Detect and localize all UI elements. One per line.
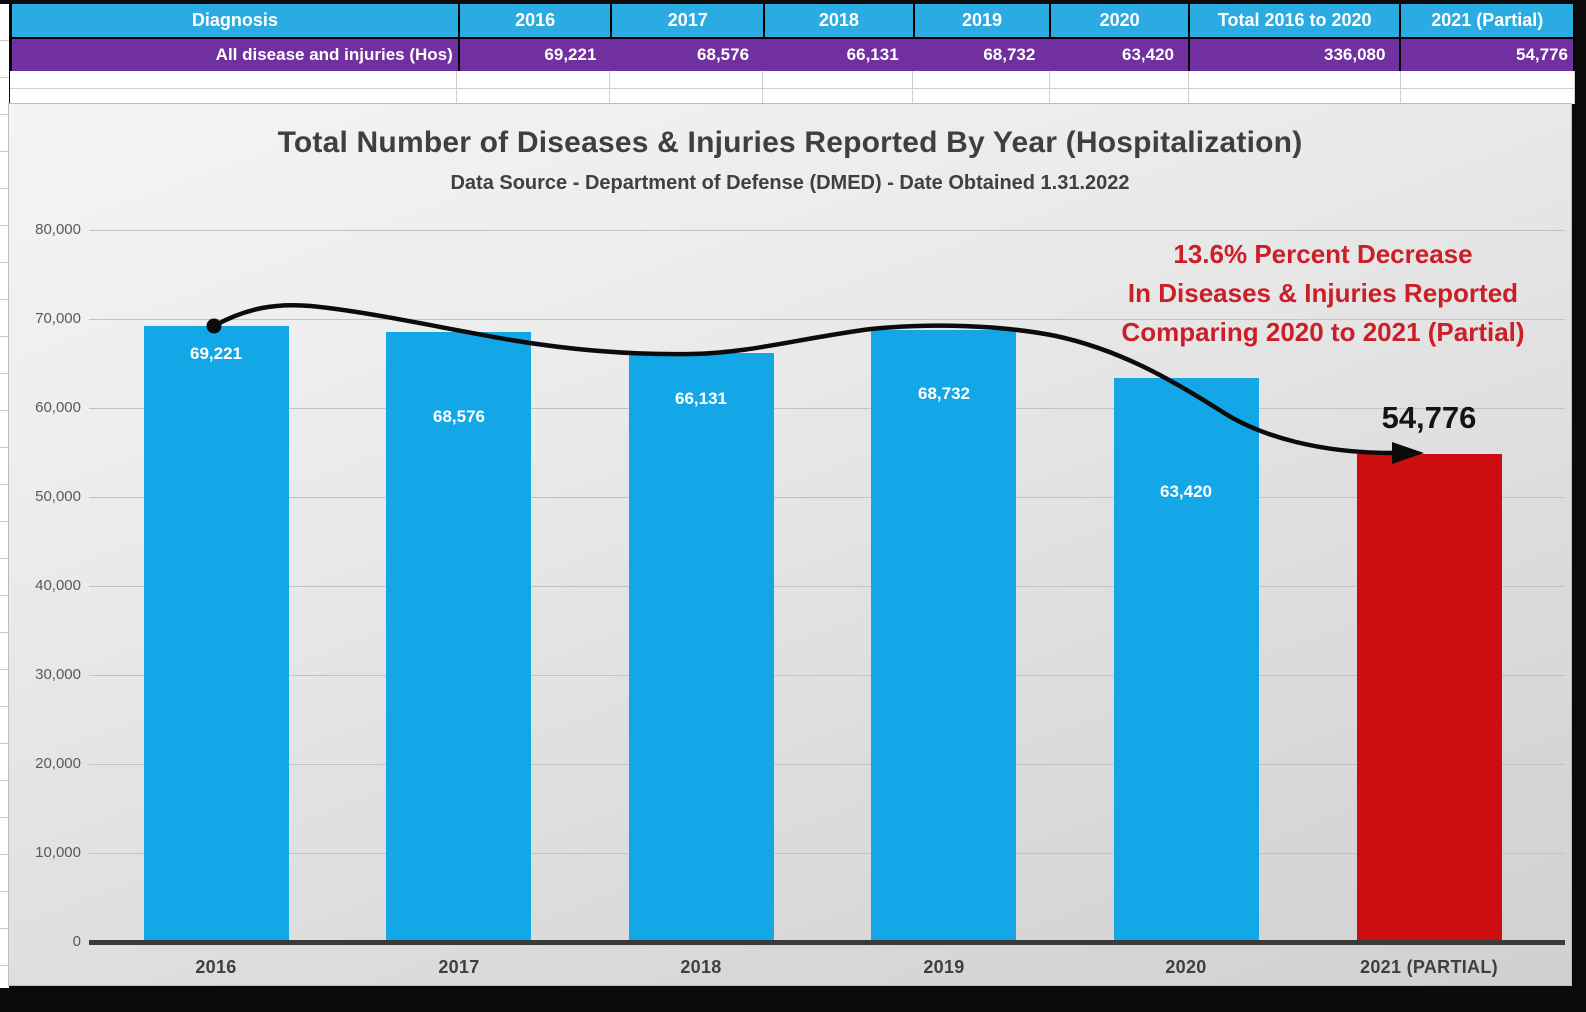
x-axis-tick-label: 2016 [195, 957, 237, 977]
header-cell-total-2016-to-2020[interactable]: Total 2016 to 2020 [1187, 4, 1400, 37]
x-axis-tick-label: 2017 [438, 957, 480, 977]
worksheet-column-gridline [1400, 71, 1401, 104]
x-axis-tick-label: 2020 [1165, 957, 1207, 977]
y-gridline [89, 675, 1565, 676]
worksheet-column-gridline [609, 71, 610, 104]
bar-value-label: 68,576 [433, 407, 485, 426]
x-axis-line [89, 940, 1565, 945]
empty-worksheet-cells[interactable] [10, 71, 1575, 104]
header-cell-2020[interactable]: 2020 [1049, 4, 1188, 37]
worksheet-column-gridline [1188, 71, 1189, 104]
x-axis-tick-label: 2019 [923, 957, 965, 977]
value-cell-2016[interactable]: 69,221 [457, 39, 611, 71]
value-cell-2019[interactable]: 68,732 [912, 39, 1050, 71]
screen-top-band [0, 0, 1586, 4]
worksheet-column-gridline [762, 71, 763, 104]
y-axis-tick-label: 80,000 [35, 221, 81, 238]
chart-panel[interactable]: Total Number of Diseases & Injuries Repo… [8, 103, 1572, 986]
bar-2019[interactable] [871, 330, 1016, 942]
y-gridline [89, 497, 1565, 498]
bar-2021-partial-[interactable] [1357, 454, 1502, 942]
value-cell-total-2016-to-2020[interactable]: 336,080 [1188, 39, 1400, 71]
x-axis-tick-label: 2018 [680, 957, 722, 977]
bar-value-label: 69,221 [190, 344, 242, 363]
table-data-row: All disease and injuries (Hos) 69,221 68,5… [12, 37, 1574, 71]
x-axis-tick-label: 2021 (PARTIAL) [1360, 957, 1498, 977]
header-cell-2019[interactable]: 2019 [912, 4, 1050, 37]
bar-value-label: 63,420 [1160, 482, 1212, 501]
chart-title: Total Number of Diseases & Injuries Repo… [277, 126, 1303, 159]
worksheet-column-gridline [1574, 71, 1575, 104]
y-axis-tick-label: 0 [72, 933, 81, 950]
y-gridline [89, 586, 1565, 587]
y-axis-tick-label: 10,000 [35, 844, 81, 861]
decrease-annotation: 13.6% Percent Decrease In Diseases & Inju… [1043, 235, 1586, 352]
y-axis-tick-label: 40,000 [35, 577, 81, 594]
header-cell-2018[interactable]: 2018 [763, 4, 913, 37]
y-axis-tick-label: 50,000 [35, 488, 81, 505]
value-cell-2020[interactable]: 63,420 [1049, 39, 1188, 71]
worksheet-row-gridline [10, 88, 1575, 89]
diagnosis-table: Diagnosis 2016 2017 2018 2019 2020 Total 2016 … [10, 4, 1575, 73]
y-axis-tick-label: 60,000 [35, 399, 81, 416]
y-gridline [89, 230, 1565, 231]
header-cell-diagnosis[interactable]: Diagnosis [12, 4, 458, 37]
annotation-line: 13.6% Percent Decrease [1173, 239, 1473, 269]
header-cell-2017[interactable]: 2017 [610, 4, 764, 37]
screen-bottom-band [0, 988, 1586, 1012]
annotation-line: Comparing 2020 to 2021 (Partial) [1121, 317, 1525, 347]
partial-year-value-label: 54,776 [1381, 400, 1477, 435]
bar-2016[interactable] [144, 326, 289, 942]
value-cell-2017[interactable]: 68,576 [610, 39, 764, 71]
worksheet-column-gridline [456, 71, 457, 104]
value-cell-2018[interactable]: 66,131 [763, 39, 913, 71]
bar-2020[interactable] [1114, 378, 1259, 942]
worksheet-column-gridline [912, 71, 913, 104]
y-axis-tick-label: 20,000 [35, 755, 81, 772]
annotation-line: In Diseases & Injuries Reported [1127, 278, 1519, 308]
y-axis-tick-label: 70,000 [35, 310, 81, 327]
y-gridline [89, 853, 1565, 854]
table-header-row: Diagnosis 2016 2017 2018 2019 2020 Total 2016 … [12, 4, 1573, 37]
worksheet-row-gridlines [0, 4, 9, 988]
worksheet-column-gridline [1049, 71, 1050, 104]
chart-subtitle: Data Source - Department of Defense (DME… [450, 172, 1130, 194]
bar-value-label: 68,732 [918, 384, 970, 403]
screen-right-band [1575, 0, 1586, 1012]
y-gridline [89, 764, 1565, 765]
header-cell-2016[interactable]: 2016 [457, 4, 611, 37]
header-cell-2021-partial-[interactable]: 2021 (Partial) [1399, 4, 1573, 37]
value-cell-2021-partial-[interactable]: 54,776 [1399, 39, 1574, 71]
bar-value-label: 66,131 [675, 389, 727, 408]
row-label-cell[interactable]: All disease and injuries (Hos) [12, 39, 458, 71]
y-axis-tick-label: 30,000 [35, 666, 81, 683]
bar-2018[interactable] [629, 353, 774, 942]
